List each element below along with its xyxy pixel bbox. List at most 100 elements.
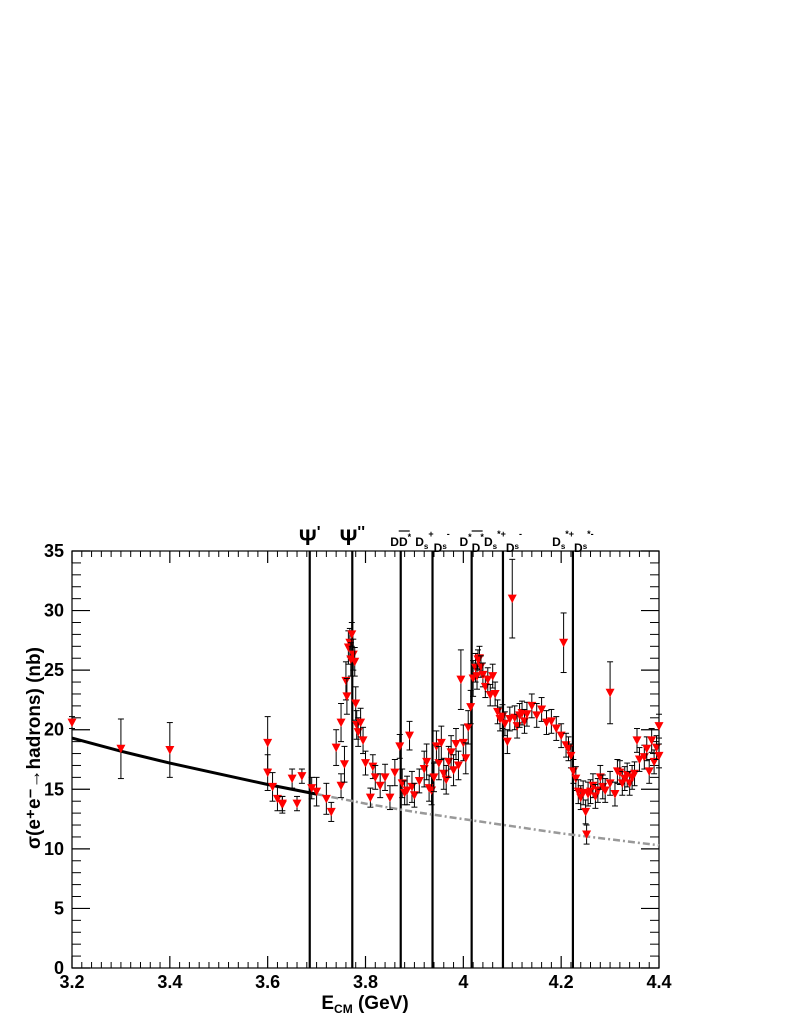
- x-tick-label: 4.2: [549, 972, 574, 992]
- data-point: [422, 757, 432, 767]
- data-point: [67, 718, 77, 728]
- data-point: [507, 594, 517, 604]
- data-point: [610, 790, 620, 799]
- x-tick-label: 3.8: [353, 972, 378, 992]
- data-point: [348, 650, 358, 660]
- y-tick-label: 25: [44, 660, 64, 680]
- data-point: [263, 768, 273, 778]
- y-tick-label: 5: [54, 898, 64, 918]
- data-point: [446, 748, 456, 757]
- data-point: [654, 722, 664, 731]
- data-point: [605, 688, 615, 698]
- data-point: [436, 738, 446, 748]
- data-point: [380, 773, 390, 782]
- data-point: [365, 793, 375, 803]
- y-tick-label: 35: [44, 541, 64, 561]
- y-tick-label: 0: [54, 958, 64, 978]
- data-point: [385, 793, 395, 803]
- data-point: [451, 740, 461, 749]
- y-tick-label: 20: [44, 720, 64, 740]
- data-point: [581, 807, 591, 817]
- threshold-label: Ψ'': [340, 524, 365, 550]
- data-point: [632, 736, 642, 745]
- data-point: [647, 736, 657, 745]
- data-point: [600, 786, 610, 795]
- data-point: [336, 781, 346, 791]
- data-point: [502, 737, 512, 747]
- data-point: [588, 781, 598, 791]
- data-point: [434, 759, 444, 768]
- data-point: [336, 718, 346, 728]
- data-point: [395, 742, 405, 751]
- data-point: [466, 703, 476, 712]
- data-point: [582, 830, 592, 840]
- data-point: [287, 774, 297, 784]
- data-point: [402, 786, 412, 795]
- data-point: [644, 767, 654, 776]
- data-point: [527, 701, 537, 711]
- data-point: [347, 630, 357, 639]
- data-point: [615, 768, 625, 778]
- extrapolation-dashdot-curve: [316, 792, 660, 847]
- data-point: [331, 743, 341, 753]
- x-tick-label: 3.4: [157, 972, 182, 992]
- data-point: [461, 754, 471, 763]
- data-point: [472, 672, 482, 681]
- data-point: [634, 755, 644, 764]
- data-point: [654, 751, 664, 761]
- data-point: [546, 717, 556, 726]
- x-tick-label: 4.4: [646, 972, 671, 992]
- data-point: [358, 736, 368, 745]
- data-point: [456, 675, 466, 685]
- data-point: [474, 654, 484, 663]
- data-point: [441, 775, 451, 785]
- x-tick-label: 3.2: [59, 972, 84, 992]
- data-point: [116, 744, 126, 754]
- data-point: [326, 807, 336, 817]
- y-tick-label: 30: [44, 601, 64, 621]
- data-point: [390, 768, 400, 778]
- threshold-label: D*D*: [459, 532, 484, 555]
- data-point: [361, 759, 370, 768]
- data-point: [292, 799, 302, 809]
- x-axis-label: ECM (GeV): [321, 993, 408, 1016]
- data-point: [551, 724, 561, 734]
- threshold-label: DD*: [390, 532, 411, 549]
- fit-curve: [71, 736, 317, 796]
- axes: 0 5 10 15 20 25 30 35 3.2 3.4 3.6 3.8 4 4.2 4.4: [44, 541, 672, 992]
- x-axis-label-main: E: [321, 993, 334, 1014]
- data-point: [463, 723, 473, 732]
- data-point: [478, 670, 488, 680]
- data-point: [350, 657, 360, 667]
- data-point: [490, 689, 500, 699]
- data-point: [165, 745, 175, 755]
- data-point: [522, 710, 532, 719]
- data-point: [559, 638, 569, 648]
- data-point: [642, 744, 652, 754]
- data-point: [341, 676, 351, 686]
- data-point: [571, 774, 581, 784]
- y-tick-label: 15: [44, 779, 64, 799]
- threshold-label: Ψ': [299, 524, 321, 550]
- x-tick-label: 4: [458, 972, 468, 992]
- data-point: [297, 772, 307, 781]
- data-point: [339, 760, 349, 769]
- y-tick-label: 10: [44, 839, 64, 859]
- threshold-label: Ds*+Ds*-: [552, 529, 594, 555]
- data-point: [342, 692, 352, 701]
- data-point: [414, 776, 424, 786]
- data-point: [556, 731, 566, 741]
- data-point: [321, 794, 331, 804]
- threshold-lines: Ψ' Ψ'' DD* Ds+Ds- D*D* Ds*+Ds- Ds*+Ds*-: [299, 524, 594, 968]
- data-point: [370, 773, 380, 782]
- data-point: [532, 711, 542, 720]
- data-point: [488, 672, 498, 681]
- model-curves: [71, 736, 660, 847]
- data-point: [375, 781, 385, 791]
- y-axis-label: σ(e⁺e⁻→hadrons) (nb): [24, 647, 45, 849]
- data-point: [307, 784, 317, 793]
- data-point: [356, 718, 366, 728]
- data-point: [409, 791, 419, 800]
- data-point: [429, 773, 439, 782]
